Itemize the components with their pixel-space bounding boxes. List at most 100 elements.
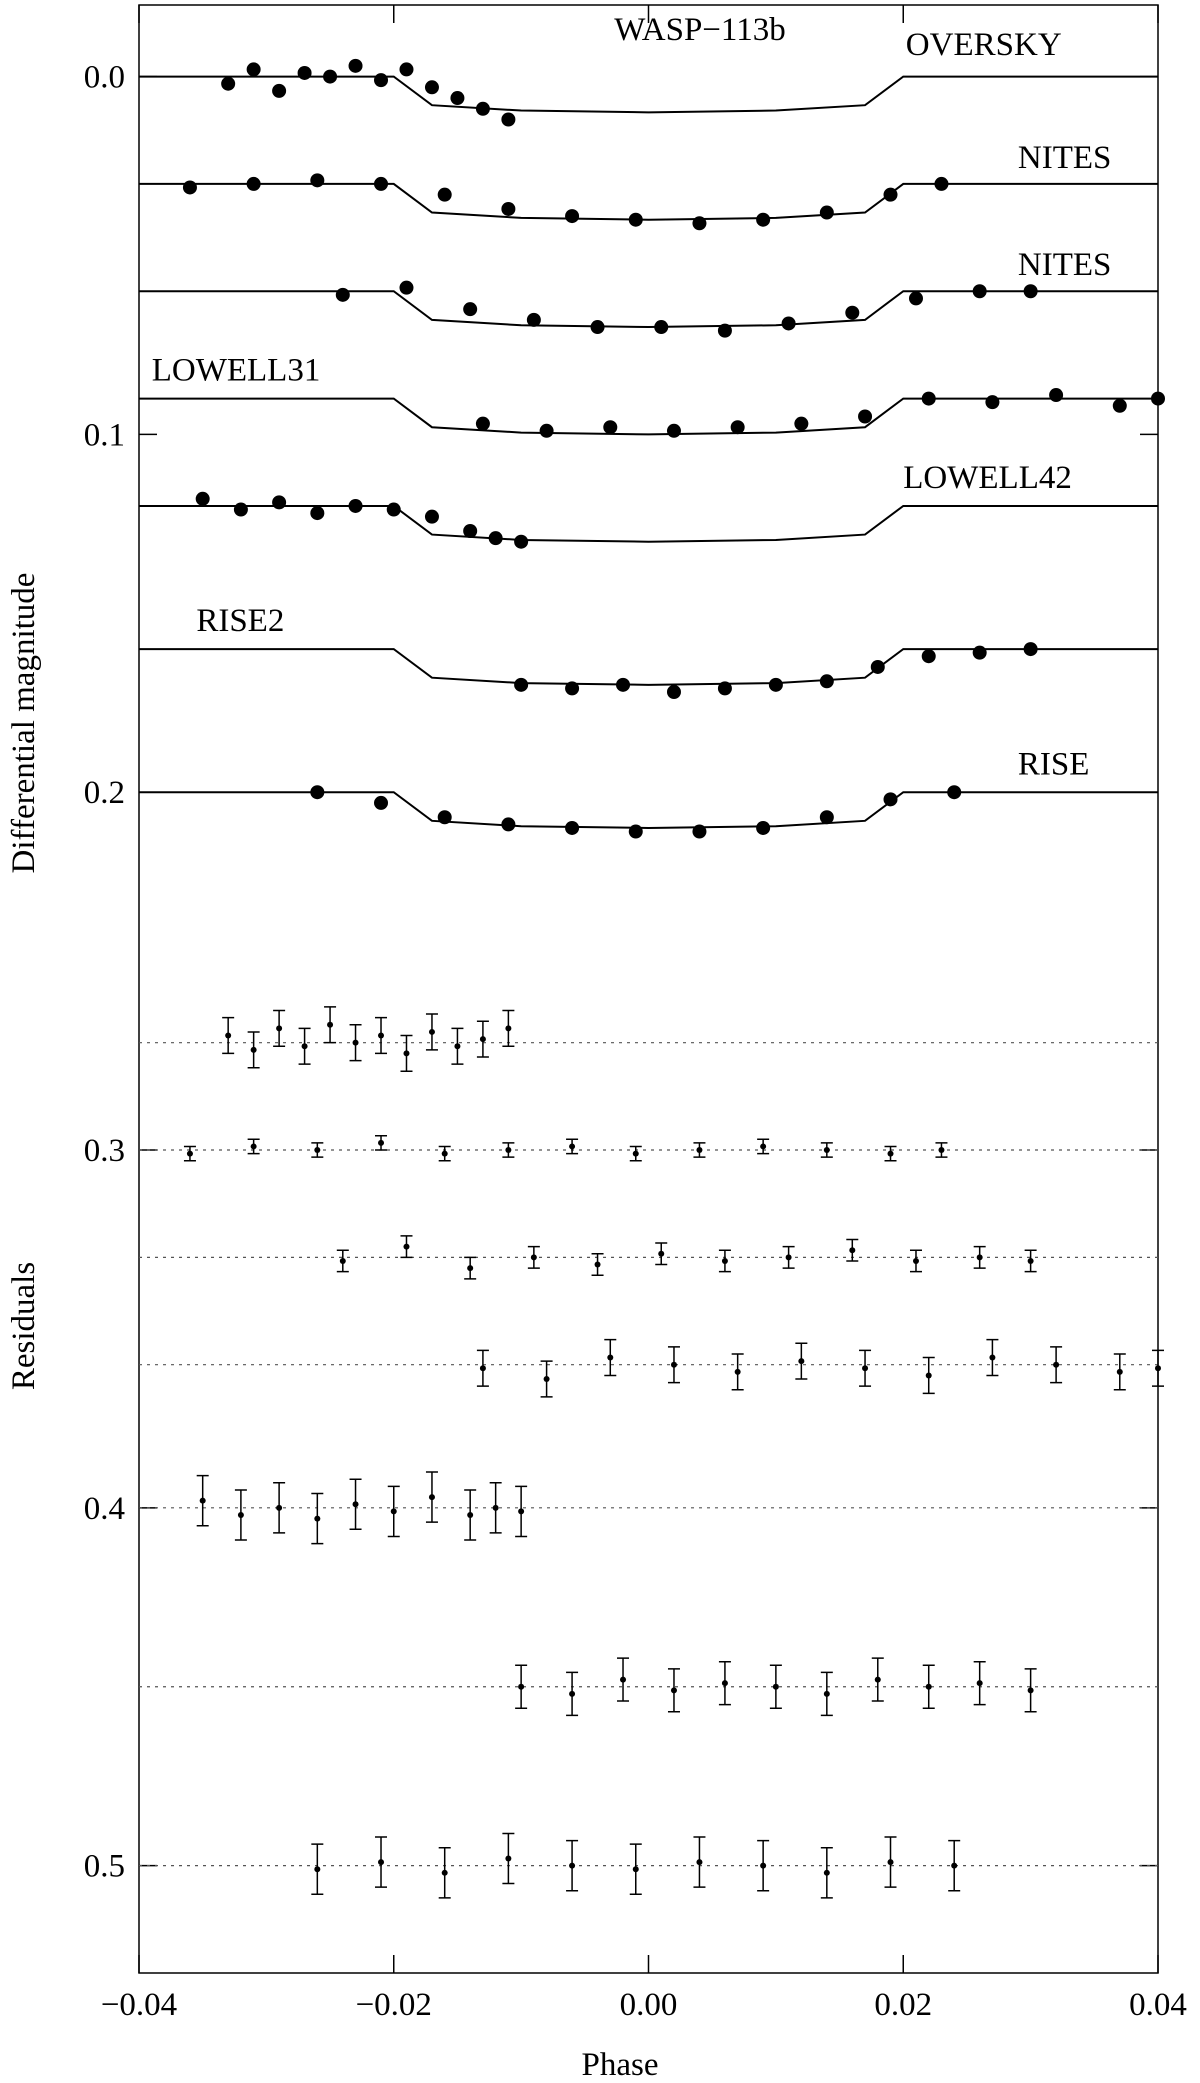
data-point [526,312,541,327]
residual-point [339,1257,346,1264]
residual-point [887,1150,894,1157]
residual-point [237,1511,244,1518]
data-point [756,212,771,227]
data-point [335,287,350,302]
data-point [297,65,312,80]
residual-point [199,1497,206,1504]
residual-point [250,1143,257,1150]
x-tick-label: 0.00 [620,1987,678,2023]
data-point [424,80,439,95]
data-point [424,509,439,524]
residual-point [1027,1257,1034,1264]
residual-point [530,1254,537,1261]
residual-point [467,1265,474,1272]
data-point [399,280,414,295]
model-curve [139,791,1158,829]
residual-point [989,1354,996,1361]
data-point [463,302,478,317]
data-point [666,685,681,700]
model-curve [139,75,1158,114]
data-point [628,824,643,839]
residual-point [327,1021,334,1028]
series-label: NITES [1018,247,1111,283]
residual-point [938,1147,945,1154]
residual-point [632,1150,639,1157]
chart-title: WASP−113b [614,12,785,48]
data-point [310,785,325,800]
residual-point [441,1869,448,1876]
residual-point [620,1676,627,1683]
data-point [374,176,389,191]
residual-point [607,1354,614,1361]
residual-point [658,1250,665,1257]
data-point [272,83,287,98]
residual-point [823,1690,830,1697]
x-tick-label: −0.02 [356,1987,432,2023]
x-axis-label: Phase [582,2047,659,2083]
residual-point [276,1025,283,1032]
residual-point [849,1247,856,1254]
data-point [666,423,681,438]
series-label: RISE2 [196,603,284,639]
residual-point [378,1032,385,1039]
y-tick-label: 0.1 [84,417,125,453]
residual-point [314,1147,321,1154]
data-point [603,420,618,435]
residual-point [1116,1368,1123,1375]
data-point [590,320,605,335]
residual-point [734,1368,741,1375]
data-point [858,409,873,424]
residual-point [403,1243,410,1250]
residual-point [186,1150,193,1157]
data-point [323,69,338,84]
residual-point [441,1150,448,1157]
model-curve [139,290,1158,329]
series-label: NITES [1018,140,1111,176]
data-point [845,305,860,320]
residual-point [225,1032,232,1039]
data-point [870,659,885,674]
residual-point [721,1680,728,1687]
data-point [1112,398,1127,413]
data-point [475,101,490,116]
residual-point [569,1143,576,1150]
residual-point [569,1690,576,1697]
data-point [437,810,452,825]
residual-point [301,1043,308,1050]
data-point [947,785,962,800]
data-point [246,176,261,191]
residual-point [505,1855,512,1862]
residual-point [479,1365,486,1372]
data-point [348,498,363,513]
data-point [399,62,414,77]
residual-point [505,1147,512,1154]
residual-point [518,1508,525,1515]
residual-point [696,1147,703,1154]
residual-point [594,1261,601,1268]
data-point [514,534,529,549]
residual-point [1053,1361,1060,1368]
data-point [934,176,949,191]
data-point [819,205,834,220]
data-point [348,58,363,73]
residual-point [760,1143,767,1150]
series-label: OVERSKY [906,27,1062,63]
data-point [1049,388,1064,403]
data-point [310,506,325,521]
model-curve [139,397,1158,436]
data-point [501,201,516,216]
data-point [565,820,580,835]
y-tick-label: 0.2 [84,775,125,811]
data-point [514,677,529,692]
model-curve [139,504,1158,543]
residual-point [378,1139,385,1146]
residual-point [632,1866,639,1873]
series-label: LOWELL31 [152,353,321,389]
residual-point [925,1683,932,1690]
residual-point [390,1508,397,1515]
data-point [730,420,745,435]
plot-frame [138,4,1159,1974]
data-point [819,810,834,825]
